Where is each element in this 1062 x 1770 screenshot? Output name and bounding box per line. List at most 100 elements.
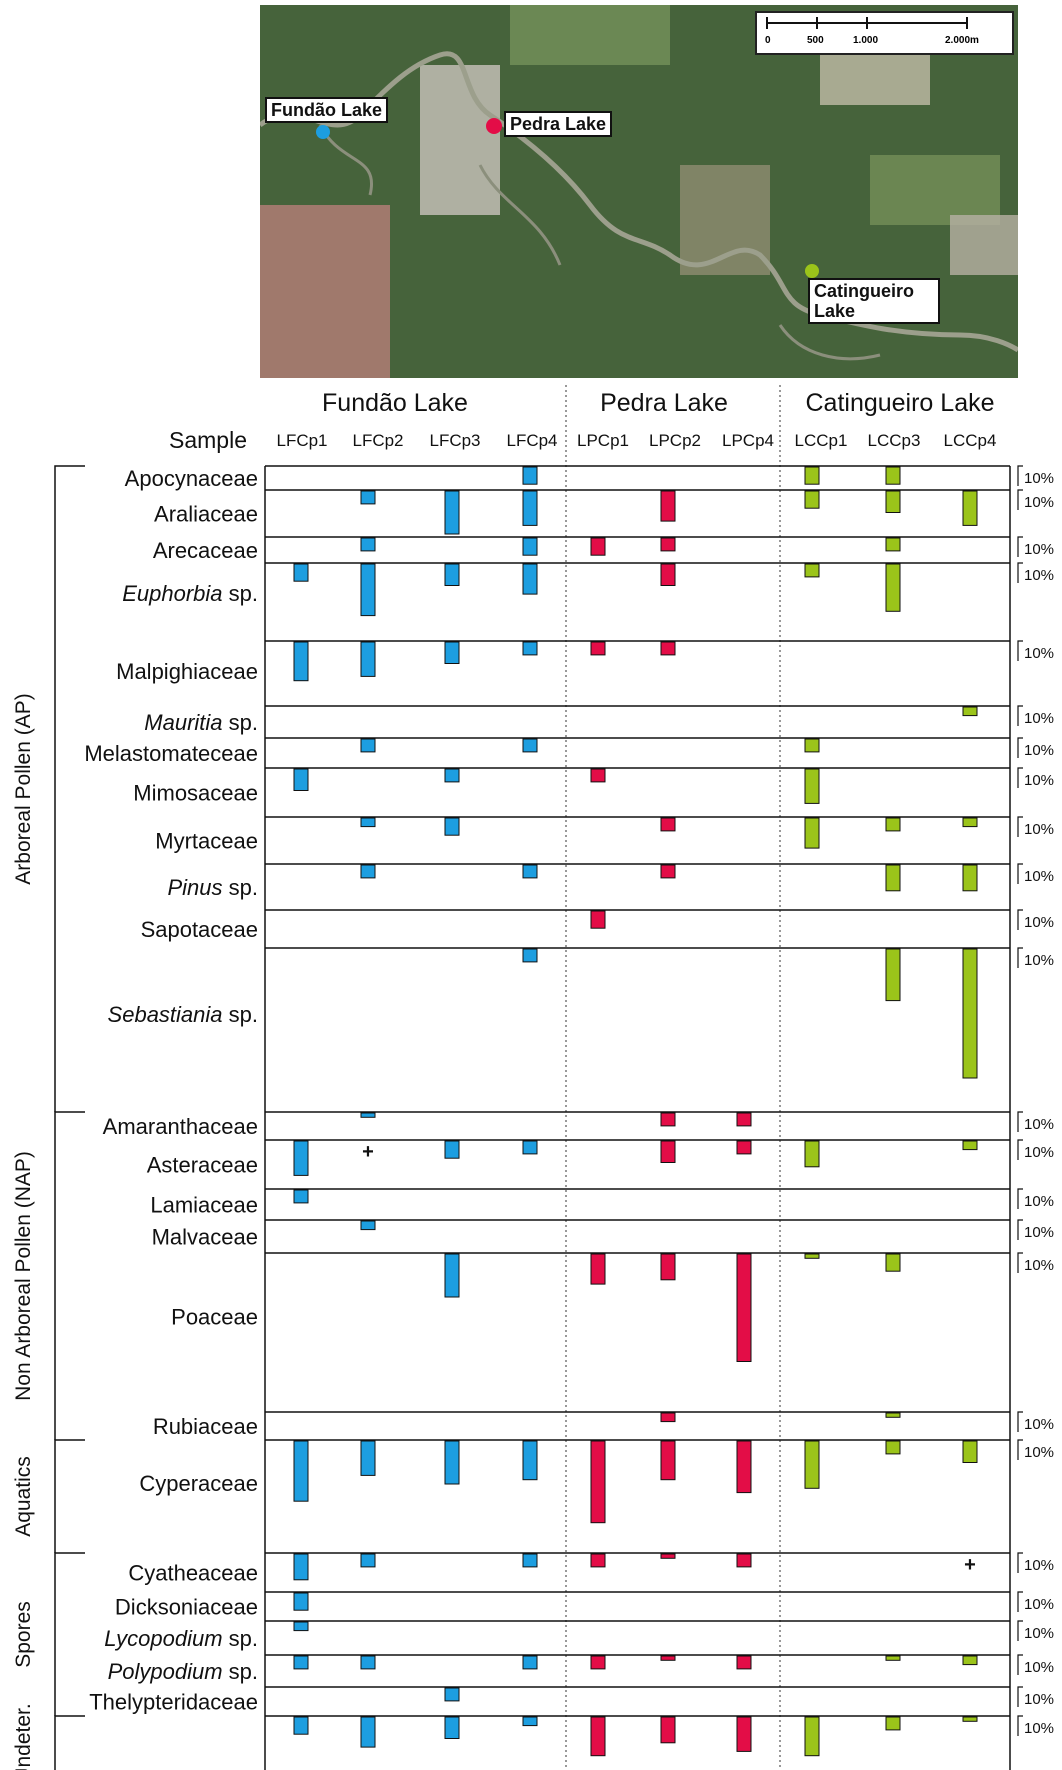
pollen-bar [804,563,820,578]
sample-tick-label: LFCp2 [352,431,403,450]
pollen-bar [522,1140,538,1155]
pollen-bar [962,817,978,828]
pollen-bar [660,641,676,656]
pollen-bar [804,768,820,804]
pollen-bar [444,817,460,836]
scale-bracket-label: 10% [1024,1625,1054,1642]
scale-bracket [1017,1552,1023,1573]
scale-bracket [1017,705,1023,726]
taxon-label: Asteraceae [147,1153,258,1178]
pollen-bar [360,1553,376,1568]
scale-bracket-label: 10% [1024,868,1054,885]
scale-bracket [1017,909,1023,930]
sample-axis-label: Sample [169,427,247,453]
scale-bracket [1017,1139,1023,1160]
taxon-label: Poaceae [171,1305,258,1330]
taxon-label: Sapotaceae [141,917,258,942]
pollen-bar [736,1553,752,1568]
pollen-bar [962,706,978,717]
pollen-bar [444,768,460,783]
scale-bracket [1017,1686,1023,1707]
map-scale-bar: 0 500 1.000 2.000m [755,11,1014,55]
pollen-bar [660,563,676,586]
pollen-bar [962,1140,978,1151]
pollen-bar [293,1655,309,1670]
taxon-label: Mauritia sp. [144,710,258,735]
scale-bracket-label: 10% [1024,494,1054,511]
lake-marker-pedra [486,118,502,134]
pollen-bar [522,864,538,879]
pollen-bar [962,1440,978,1463]
scale-bracket-label: 10% [1024,914,1054,931]
scale-bracket [1017,1439,1023,1460]
pollen-bar [590,537,606,556]
lake-column-header: Pedra Lake [600,389,728,417]
pollen-bar [293,1189,309,1204]
pollen-bar [962,1716,978,1722]
pollen-bar [590,910,606,929]
pollen-bar [736,1140,752,1155]
pollen-bar [522,641,538,656]
group-label: Arboreal Pollen (AP) [12,693,35,884]
taxon-label: Thelypteridaceae [89,1690,258,1715]
pollen-bar [804,1716,820,1757]
pollen-bar [444,1253,460,1298]
scale-bracket [1017,1591,1023,1612]
pollen-bar [360,1112,376,1118]
pollen-bar [293,1140,309,1176]
scale-bracket-label: 10% [1024,470,1054,487]
scale-bracket [1017,947,1023,968]
pollen-bar [590,1716,606,1757]
lake-label-fundao: Fundão Lake [265,97,389,123]
scale-bracket-label: 10% [1024,1691,1054,1708]
scale-bracket-label: 10% [1024,1257,1054,1274]
pollen-bar [293,768,309,791]
scale-bracket-label: 10% [1024,821,1054,838]
pollen-bar [444,641,460,664]
pollen-bar [360,1220,376,1231]
group-bracket [54,1439,85,1553]
pollen-bar [885,537,901,552]
pollen-bar [293,641,309,682]
pollen-bar [444,1440,460,1485]
pollen-bar [804,1140,820,1168]
scale-bracket-label: 10% [1024,1444,1054,1461]
sample-tick-label: LPCp1 [577,431,629,450]
pollen-bar [590,1553,606,1568]
taxon-label: Myrtaceae [155,829,258,854]
pollen-bar [360,1440,376,1476]
pollen-bar [804,490,820,509]
pollen-bar [885,1716,901,1731]
pollen-bar [360,1716,376,1748]
taxon-label: Euphorbia sp. [122,581,258,606]
pollen-bar [660,1553,676,1559]
taxon-label: Apocynaceae [125,466,258,491]
taxon-label: Cyperaceae [139,1471,258,1496]
lake-marker-fundao [316,125,330,139]
pollen-bar [885,466,901,485]
pollen-bar [360,1655,376,1670]
pollen-bar [444,490,460,535]
taxon-label: Dicksoniaceae [115,1595,258,1620]
scale-bracket [1017,1654,1023,1675]
pollen-bar [736,1655,752,1670]
pollen-bar [293,1440,309,1502]
sample-tick-label: LPCp2 [649,431,701,450]
scale-label: 2.000m [945,35,979,46]
pollen-bar [522,563,538,595]
scale-bracket [1017,536,1023,557]
pollen-bar [885,1440,901,1455]
pollen-bar [660,1716,676,1744]
pollen-bar [444,563,460,586]
pollen-bar [660,1140,676,1163]
pollen-bar [360,563,376,617]
pollen-bar [590,768,606,783]
pollen-bar [522,1716,538,1727]
scale-label: 500 [807,35,824,46]
scale-bracket [1017,1252,1023,1273]
presence-marker: + [362,1141,374,1163]
group-bracket [54,1111,85,1440]
pollen-bar [360,641,376,677]
taxon-label: Mimosaceae [133,781,258,806]
pollen-bar [804,817,820,849]
